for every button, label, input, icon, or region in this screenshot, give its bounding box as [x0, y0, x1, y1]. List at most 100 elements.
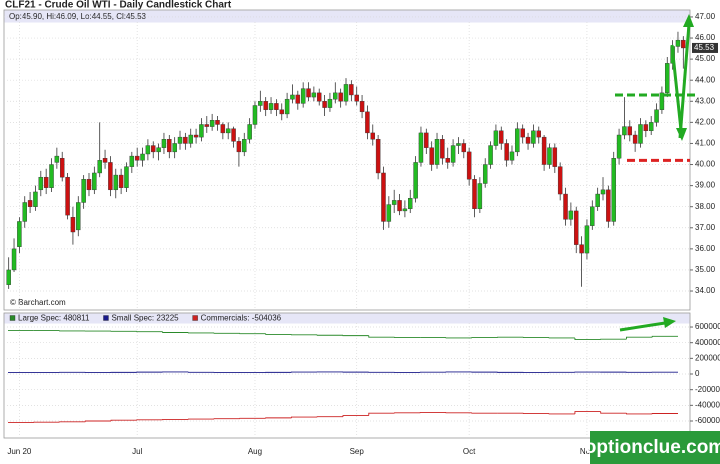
candle-body [466, 151, 472, 180]
candle-body [231, 128, 236, 142]
x-tick-label: Jul [132, 447, 142, 456]
candle-body [531, 130, 536, 144]
y-tick-label: 46.00 [695, 33, 716, 42]
candle-body [622, 126, 627, 136]
candle-body [359, 101, 365, 113]
candle-body [456, 143, 461, 146]
candle-body [11, 248, 17, 271]
candle-body [440, 139, 445, 159]
candle-body [343, 84, 349, 102]
step-segment [368, 412, 395, 416]
candle-body [477, 183, 483, 210]
legend-band [4, 313, 690, 324]
candle-body [461, 143, 467, 153]
y-tick-label: -600000 [695, 416, 720, 425]
candle-body [541, 136, 547, 165]
step-segment [162, 331, 189, 333]
candle-body [402, 208, 408, 212]
candle-body [493, 130, 499, 146]
candle-body [413, 162, 418, 199]
y-tick-label: 200000 [695, 353, 720, 362]
candle-body [606, 189, 611, 222]
y-tick-label: 43.00 [695, 96, 716, 105]
candle-body [584, 225, 590, 254]
x-tick-label: Jun 20 [7, 447, 32, 456]
step-segment [110, 419, 137, 422]
candle-body [236, 141, 242, 153]
candle-body [349, 84, 354, 96]
candle-body [38, 176, 44, 191]
candle-body [145, 145, 151, 155]
candle-body [290, 94, 295, 100]
candle-body [574, 210, 579, 245]
y-tick-label: 35.00 [695, 265, 716, 274]
candle-body [322, 101, 327, 108]
y-tick-label: 400000 [695, 338, 720, 347]
candle-body [209, 120, 215, 127]
candle-body [681, 39, 686, 49]
candle-body [295, 94, 301, 104]
y-tick-label: 37.00 [695, 223, 716, 232]
candle-body [274, 103, 279, 110]
candle-body [156, 147, 161, 153]
step-segment [651, 335, 678, 338]
candle-body [520, 128, 525, 138]
step-segment [368, 335, 395, 338]
candle-body [408, 198, 413, 210]
candle-body [375, 139, 381, 174]
y-tick-label: 45.00 [695, 54, 716, 63]
candle-body [504, 143, 509, 161]
candle-body [22, 202, 27, 222]
candle-body [177, 136, 183, 144]
candle-body [81, 179, 86, 203]
candle-body [590, 206, 595, 226]
candle-body [445, 158, 450, 163]
candle-body [515, 128, 520, 153]
candle-body [434, 139, 440, 165]
candle-body [54, 155, 60, 163]
candle-body [199, 124, 204, 138]
ohlc-header: Op:45.90, Hi:46.09, Lo:44.55, Cl:45.53 [9, 12, 147, 21]
arrowhead [676, 128, 687, 141]
step-segment [600, 411, 627, 414]
candle-body [488, 145, 493, 165]
candle-body [595, 193, 600, 207]
candle-body [247, 124, 252, 140]
candle-body [300, 88, 306, 104]
legend-swatch [192, 315, 198, 321]
candle-body [611, 158, 616, 222]
arrow-cot [619, 321, 666, 332]
annotations [619, 14, 694, 332]
candle-body [648, 122, 654, 132]
candle-body [659, 92, 665, 110]
y-tick-label: 39.00 [695, 181, 716, 190]
candle-body [97, 160, 102, 174]
x-tick-label: Sep [350, 447, 365, 456]
candle-body [258, 101, 263, 106]
step-segment [626, 336, 653, 340]
candle-body [536, 130, 541, 138]
candle-body [418, 132, 424, 163]
candle-body [482, 164, 488, 184]
candle-body [92, 172, 97, 191]
candle-body [338, 92, 343, 102]
candle-body [49, 164, 54, 188]
candle-body [193, 134, 199, 138]
candle-body [167, 139, 172, 153]
legend-swatch [103, 315, 109, 321]
candle-body [43, 176, 49, 188]
candle-body [188, 134, 193, 144]
candle-body [204, 124, 210, 127]
x-tick-label: Nov [580, 447, 594, 456]
legend-swatch [9, 315, 16, 321]
candle-body [306, 88, 311, 98]
step-segment [626, 413, 653, 415]
candle-body [134, 155, 140, 161]
y-tick-label: 47.00 [695, 12, 716, 21]
arrowhead [683, 14, 694, 27]
step-segment [574, 411, 601, 414]
candle-body [76, 202, 81, 231]
candle-body [472, 179, 477, 210]
y-tick-label: 41.00 [695, 139, 716, 148]
candle-body [113, 174, 118, 191]
